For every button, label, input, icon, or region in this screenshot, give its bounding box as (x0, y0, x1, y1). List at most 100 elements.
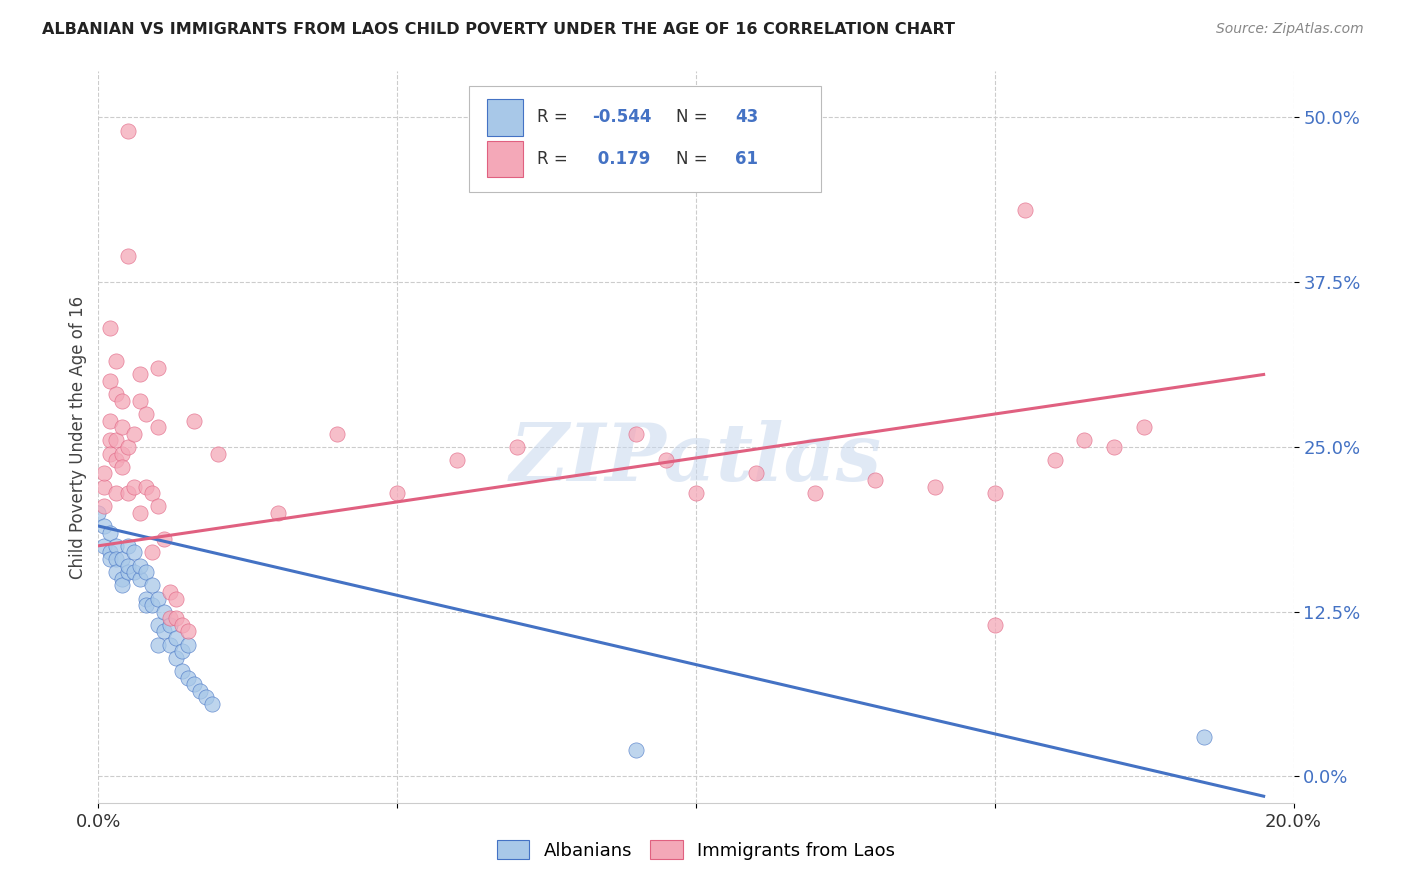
Point (326, 426, 349, 441)
Point (865, 473, 887, 487)
Point (159, 611, 181, 625)
Point (129, 558, 152, 573)
Point (804, 486, 827, 500)
Text: Source: ZipAtlas.com: Source: ZipAtlas.com (1216, 22, 1364, 37)
Point (267, 506, 290, 520)
Point (446, 453, 468, 467)
Point (153, 533, 176, 547)
Point (1014, 202, 1036, 217)
Point (105, 486, 128, 500)
Text: N =: N = (676, 109, 713, 127)
Point (111, 572, 134, 586)
Point (111, 393, 134, 408)
Point (183, 414, 205, 428)
Legend: Albanians, Immigrants from Laos: Albanians, Immigrants from Laos (489, 833, 903, 867)
Point (129, 393, 152, 408)
Point (141, 578, 163, 592)
Point (117, 249, 139, 263)
Point (165, 611, 187, 625)
Point (1104, 440, 1126, 454)
Point (98, 414, 122, 428)
Point (111, 552, 134, 566)
Point (117, 123, 139, 137)
Point (93, 519, 115, 533)
FancyBboxPatch shape (470, 86, 821, 192)
Point (105, 434, 128, 448)
Point (105, 539, 128, 553)
Point (124, 545, 146, 559)
Point (105, 453, 128, 467)
Point (135, 479, 157, 493)
Text: R =: R = (537, 150, 574, 168)
Point (105, 565, 128, 579)
Point (148, 638, 170, 652)
Point (117, 486, 139, 500)
Text: ZIPatlas: ZIPatlas (510, 420, 882, 498)
Point (105, 387, 128, 401)
Point (117, 565, 139, 579)
Text: -0.544: -0.544 (592, 109, 651, 127)
Point (129, 506, 152, 520)
Point (93, 479, 115, 493)
Point (1192, 730, 1215, 744)
Point (984, 618, 1007, 632)
Point (172, 664, 194, 678)
FancyBboxPatch shape (486, 99, 523, 136)
Point (135, 591, 157, 606)
Point (111, 578, 134, 592)
Text: 61: 61 (735, 150, 758, 168)
Point (165, 631, 187, 645)
Point (626, 426, 648, 441)
Point (177, 638, 200, 652)
Point (148, 500, 170, 514)
Point (201, 697, 224, 711)
Point (984, 486, 1007, 500)
Point (1043, 453, 1066, 467)
Point (148, 618, 170, 632)
Point (159, 585, 181, 599)
Point (98, 321, 122, 335)
Point (177, 671, 200, 685)
Point (111, 446, 134, 460)
FancyBboxPatch shape (486, 141, 523, 178)
Point (177, 624, 200, 639)
Point (111, 459, 134, 474)
Point (98, 374, 122, 388)
Point (135, 565, 157, 579)
Point (159, 638, 181, 652)
Point (93, 467, 115, 481)
Point (195, 690, 218, 705)
Point (745, 467, 768, 481)
Point (1073, 434, 1095, 448)
Point (148, 420, 170, 434)
Point (153, 624, 176, 639)
Point (98, 545, 122, 559)
Point (87, 506, 110, 520)
Point (685, 486, 707, 500)
Text: 0.179: 0.179 (592, 150, 651, 168)
Point (183, 677, 205, 691)
Point (98, 525, 122, 540)
Point (141, 545, 163, 559)
Point (105, 354, 128, 368)
Point (93, 500, 115, 514)
Point (148, 591, 170, 606)
Y-axis label: Child Poverty Under the Age of 16: Child Poverty Under the Age of 16 (69, 295, 87, 579)
Point (172, 618, 194, 632)
Point (124, 565, 146, 579)
Point (159, 618, 181, 632)
Point (141, 598, 163, 612)
Point (385, 486, 409, 500)
Text: 43: 43 (735, 109, 759, 127)
Point (141, 486, 163, 500)
Point (924, 479, 946, 493)
Point (172, 644, 194, 658)
Point (98, 446, 122, 460)
Point (124, 479, 146, 493)
Point (165, 650, 187, 665)
Point (98, 552, 122, 566)
Point (165, 591, 187, 606)
Point (188, 683, 211, 698)
Point (655, 453, 678, 467)
Point (117, 558, 139, 573)
